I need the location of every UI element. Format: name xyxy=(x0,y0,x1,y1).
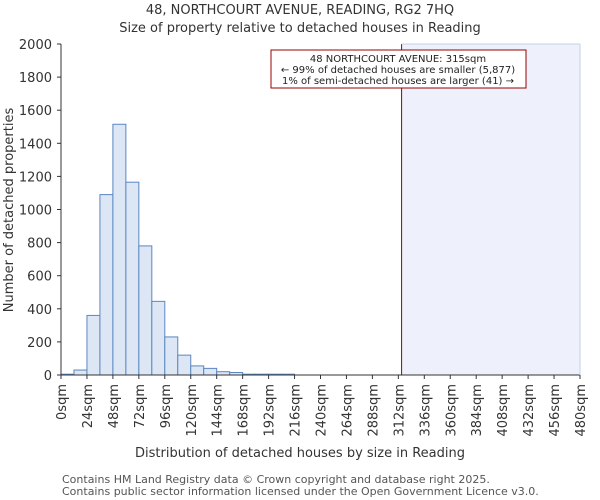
x-tick-label: 0sqm xyxy=(55,384,70,420)
x-tick-label: 240sqm xyxy=(315,384,330,437)
x-tick-label: 456sqm xyxy=(548,384,563,437)
x-tick-label: 72sqm xyxy=(133,384,148,428)
x-tick-label: 312sqm xyxy=(392,384,407,437)
y-tick-label: 200 xyxy=(27,336,52,351)
bar-48sqm xyxy=(112,123,127,376)
x-tick-label: 24sqm xyxy=(81,384,96,428)
y-tick-label: 2000 xyxy=(19,38,52,53)
x-tick-label: 288sqm xyxy=(366,384,381,437)
annotation-box: 48 NORTHCOURT AVENUE: 315sqm ← 99% of de… xyxy=(270,49,527,89)
chart-subtitle: Size of property relative to detached ho… xyxy=(119,21,481,36)
y-tick-label: 400 xyxy=(27,303,52,318)
y-tick-label: 1400 xyxy=(19,137,52,152)
y-tick-label: 600 xyxy=(27,270,52,285)
chart-title: 48, NORTHCOURT AVENUE, READING, RG2 7HQ xyxy=(146,3,454,18)
x-tick-label: 360sqm xyxy=(444,384,459,437)
x-tick-label: 336sqm xyxy=(418,384,433,437)
x-tick-label: 384sqm xyxy=(470,384,485,437)
bar-120sqm xyxy=(190,365,205,376)
subject-highlight-region xyxy=(401,44,580,375)
bar-96sqm xyxy=(164,336,179,376)
x-tick-label: 48sqm xyxy=(107,384,122,428)
x-tick-label: 96sqm xyxy=(159,384,174,428)
x-tick-label: 432sqm xyxy=(522,384,537,437)
y-tick-label: 800 xyxy=(27,237,52,252)
x-tick-label: 120sqm xyxy=(185,384,200,437)
bar-72sqm xyxy=(138,245,153,376)
annotation-line-2: ← 99% of detached houses are smaller (5,… xyxy=(281,65,515,76)
bar-108sqm xyxy=(177,354,192,376)
x-tick-label: 168sqm xyxy=(237,384,252,437)
y-ticks: 0 200 400 600 800 1000 1200 1400 1600 1800 2000 xyxy=(19,38,61,384)
footer-line-2: Contains public sector information licen… xyxy=(62,485,539,498)
x-tick-label: 480sqm xyxy=(574,384,589,437)
x-tick-label: 216sqm xyxy=(289,384,304,437)
bar-132sqm xyxy=(203,367,218,376)
bar-24sqm xyxy=(86,314,101,376)
bars-group xyxy=(60,123,296,376)
y-axis-label: Number of detached properties xyxy=(2,108,17,313)
y-tick-label: 1000 xyxy=(19,204,52,219)
x-tick-label: 408sqm xyxy=(496,384,511,437)
x-tick-label: 144sqm xyxy=(211,384,226,437)
bar-36sqm xyxy=(99,194,114,376)
x-tick-label: 264sqm xyxy=(340,384,355,437)
x-axis-label: Distribution of detached houses by size … xyxy=(135,446,465,461)
y-tick-label: 1800 xyxy=(19,71,52,86)
annotation-line-1: 48 NORTHCOURT AVENUE: 315sqm xyxy=(310,54,486,65)
footer-line-1: Contains HM Land Registry data © Crown c… xyxy=(62,473,490,486)
y-tick-label: 1200 xyxy=(19,170,52,185)
annotation-line-3: 1% of semi-detached houses are larger (4… xyxy=(282,76,514,87)
x-ticks: 0sqm 24sqm 48sqm 72sqm 96sqm 120sqm 144sqm 168s… xyxy=(55,375,589,437)
bar-12sqm xyxy=(73,369,88,376)
y-tick-label: 1600 xyxy=(19,104,52,119)
annotation-frame xyxy=(270,49,527,89)
x-tick-label: 192sqm xyxy=(263,384,278,437)
y-tick-label: 0 xyxy=(44,369,52,384)
bar-60sqm xyxy=(125,181,140,376)
bar-84sqm xyxy=(151,300,166,376)
